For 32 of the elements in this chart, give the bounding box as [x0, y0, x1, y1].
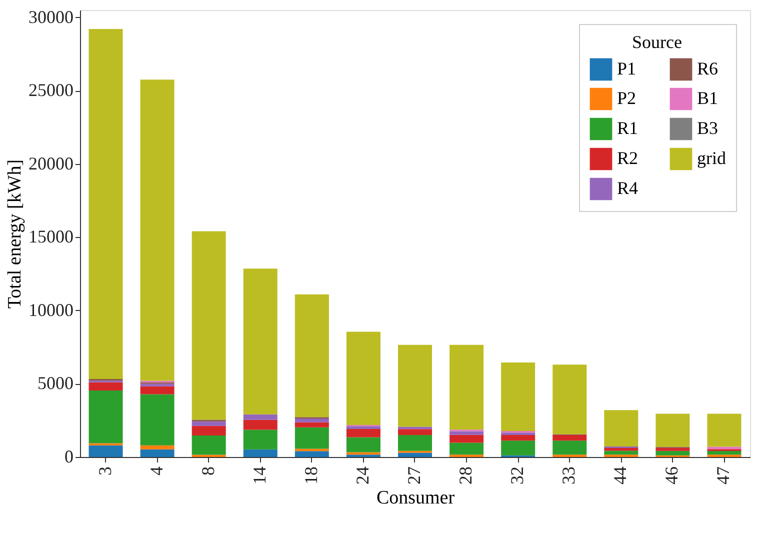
legend-label: P1: [617, 58, 636, 78]
x-axis-title: Consumer: [376, 488, 456, 508]
x-tick-label: 14: [249, 466, 270, 484]
y-tick-label: 25000: [28, 80, 74, 100]
legend-label: P2: [617, 88, 636, 108]
x-tick-label: 44: [610, 466, 630, 484]
legend-label: grid: [697, 148, 726, 168]
x-tick-label: 28: [456, 466, 476, 484]
y-tick-label: 20000: [28, 153, 74, 174]
y-tick-label: 30000: [28, 6, 74, 27]
legend-label: R1: [617, 118, 638, 138]
y-tick-label: 15000: [28, 226, 74, 247]
legend-label: B1: [697, 88, 718, 108]
y-tick-label: 0: [64, 446, 74, 466]
y-axis-title: Total energy [kWh]: [4, 159, 26, 309]
legend-label: R2: [617, 148, 638, 168]
x-tick-label: 46: [662, 466, 682, 484]
legend-label: B3: [697, 118, 718, 138]
legend-title: Source: [632, 32, 682, 52]
x-tick-label: 47: [713, 466, 734, 484]
x-tick-label: 4: [146, 466, 166, 476]
y-tick-label: 5000: [38, 373, 74, 394]
legend-label: R6: [697, 58, 718, 78]
x-tick-label: 24: [352, 466, 372, 484]
x-tick-label: 32: [507, 466, 528, 484]
x-tick-label: 33: [558, 466, 579, 484]
x-tick-label: 3: [94, 466, 115, 476]
x-tick-label: 18: [300, 466, 321, 484]
x-tick-label: 8: [198, 466, 218, 476]
legend-label: R4: [617, 178, 638, 198]
x-tick-label: 27: [404, 466, 424, 484]
y-tick-label: 10000: [28, 300, 74, 320]
